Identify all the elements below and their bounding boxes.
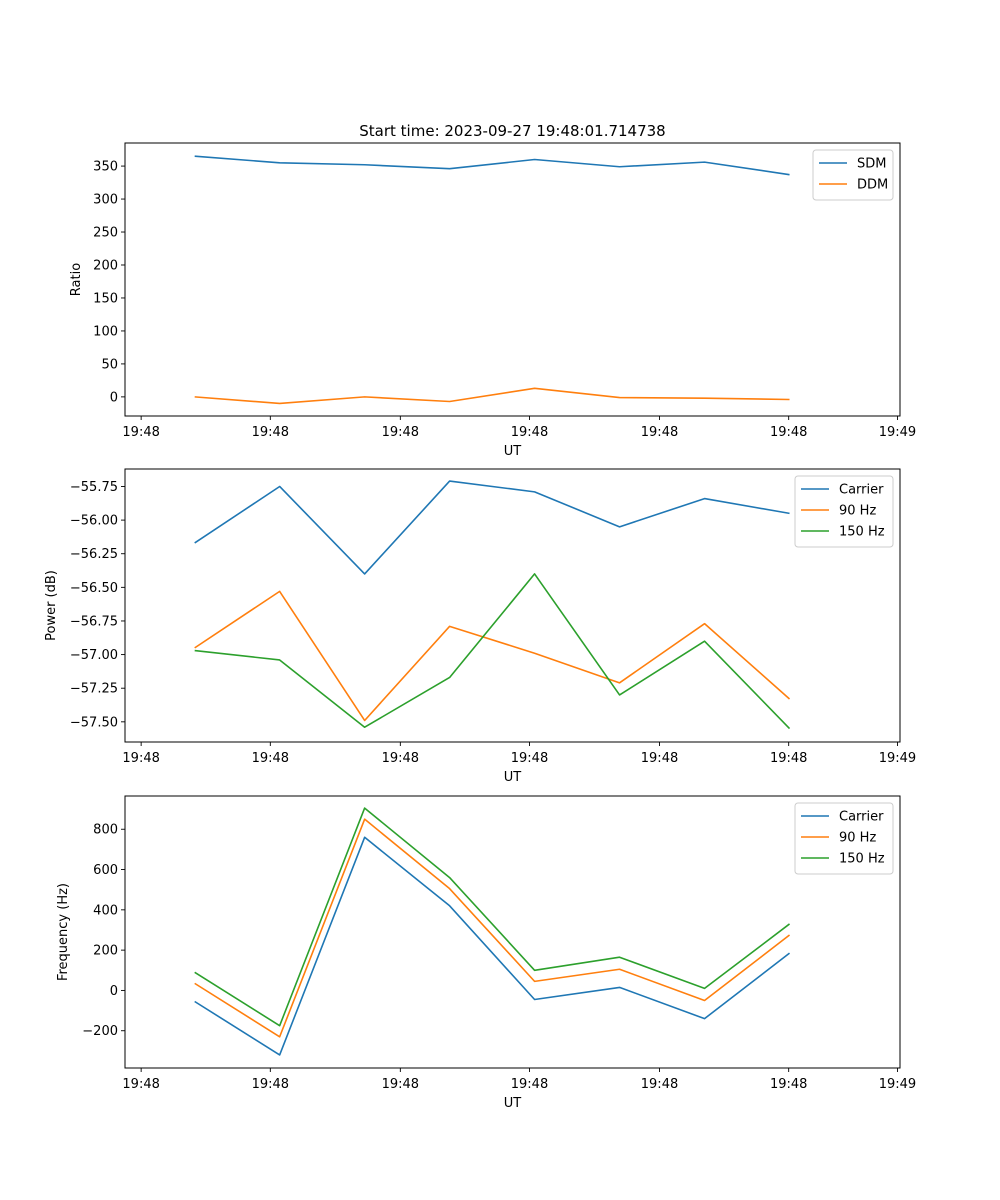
y-tick-label: 50: [101, 357, 118, 372]
x-tick-label: 19:48: [511, 1077, 548, 1092]
legend: Carrier 90 Hz 150 Hz: [794, 802, 894, 875]
x-tick-label: 19:48: [122, 425, 159, 440]
y-axis-label: Frequency (Hz): [56, 883, 71, 981]
x-tick-label: 19:48: [382, 751, 419, 766]
y-tick-label: −200: [82, 1024, 118, 1039]
y-tick-label: 200: [93, 258, 118, 273]
series-line-carrier: [194, 480, 790, 575]
y-axis-label: Power (dB): [44, 570, 59, 641]
y-tick-label: 300: [93, 193, 118, 208]
x-tick-label: 19:48: [770, 751, 807, 766]
legend-label: Carrier: [839, 483, 884, 498]
y-tick-label: −57.25: [70, 682, 118, 697]
x-tick-label: 19:48: [382, 1077, 419, 1092]
x-tick-label: 19:48: [770, 425, 807, 440]
x-axis-label: UT: [504, 1096, 522, 1111]
y-tick-label: −56.00: [70, 514, 118, 529]
y-tick-label: 0: [110, 390, 118, 405]
y-tick-label: 200: [93, 944, 118, 959]
y-axis-label: Ratio: [69, 263, 84, 296]
legend-label: 150 Hz: [839, 852, 885, 867]
legend-box: [794, 802, 894, 875]
axes-frame: [124, 142, 901, 417]
x-tick-label: 19:48: [122, 751, 159, 766]
x-tick-label: 19:48: [252, 425, 289, 440]
y-tick-label: −55.75: [70, 480, 118, 495]
legend-label: Carrier: [839, 810, 884, 825]
y-tick-label: −57.50: [70, 715, 118, 730]
y-tick-label: 0: [110, 984, 118, 999]
panel-2: 19:48 19:48 19:48 19:48 19:48 19:48 19:49 −57.5…: [44, 468, 916, 785]
x-tick-label: 19:48: [252, 751, 289, 766]
x-tick-label: 19:48: [511, 425, 548, 440]
x-axis-label: UT: [504, 444, 522, 459]
y-tick-label: 150: [93, 291, 118, 306]
series-line-90-hz: [194, 818, 791, 1038]
x-tick-label: 19:49: [879, 751, 916, 766]
x-axis-label: UT: [504, 770, 522, 785]
plot-area: [125, 143, 900, 416]
series-line-ddm: [194, 387, 790, 405]
y-tick-label: −56.50: [70, 581, 118, 596]
plot-area: [125, 796, 900, 1068]
series-line-carrier: [194, 836, 791, 1056]
legend-label: 150 Hz: [839, 525, 885, 540]
x-tick-label: 19:48: [641, 1077, 678, 1092]
y-tick-label: −56.75: [70, 614, 118, 629]
x-tick-label: 19:49: [879, 1077, 916, 1092]
x-tick-label: 19:48: [382, 425, 419, 440]
chart-title: Start time: 2023-09-27 19:48:01.714738: [359, 122, 665, 140]
panel-3: 19:48 19:48 19:48 19:48 19:48 19:48 19:49 −200 0…: [56, 795, 916, 1111]
y-tick-label: −57.00: [70, 648, 118, 663]
plot-area: [125, 469, 900, 742]
legend-label: 90 Hz: [839, 831, 876, 846]
x-tick-label: 19:48: [252, 1077, 289, 1092]
legend-box: [794, 475, 894, 548]
y-tick-label: 800: [93, 823, 118, 838]
y-tick-label: −56.25: [70, 547, 118, 562]
legend-label: SDM: [857, 157, 886, 172]
legend-label: DDM: [857, 178, 888, 193]
legend: Carrier 90 Hz 150 Hz: [794, 475, 894, 548]
series-line-sdm: [194, 155, 790, 176]
y-tick-label: 600: [93, 863, 118, 878]
y-tick-label: 350: [93, 160, 118, 175]
y-tick-label: 100: [93, 324, 118, 339]
x-tick-label: 19:48: [641, 751, 678, 766]
panel-1: 19:48 19:48 19:48 19:48 19:48 19:48 19:49 0 50 10…: [69, 122, 916, 459]
x-tick-label: 19:48: [641, 425, 678, 440]
axes-frame: [124, 795, 901, 1069]
y-tick-label: 400: [93, 903, 118, 918]
series-line-150-hz: [194, 573, 791, 730]
x-tick-label: 19:48: [770, 1077, 807, 1092]
axes-frame: [124, 468, 901, 743]
x-tick-label: 19:48: [122, 1077, 159, 1092]
legend-label: 90 Hz: [839, 504, 876, 519]
legend: SDM DDM: [812, 149, 894, 201]
x-tick-label: 19:49: [879, 425, 916, 440]
x-tick-label: 19:48: [511, 751, 548, 766]
series-line-150-hz: [194, 807, 791, 1027]
y-tick-label: 250: [93, 226, 118, 241]
series-line-90-hz: [194, 590, 791, 722]
